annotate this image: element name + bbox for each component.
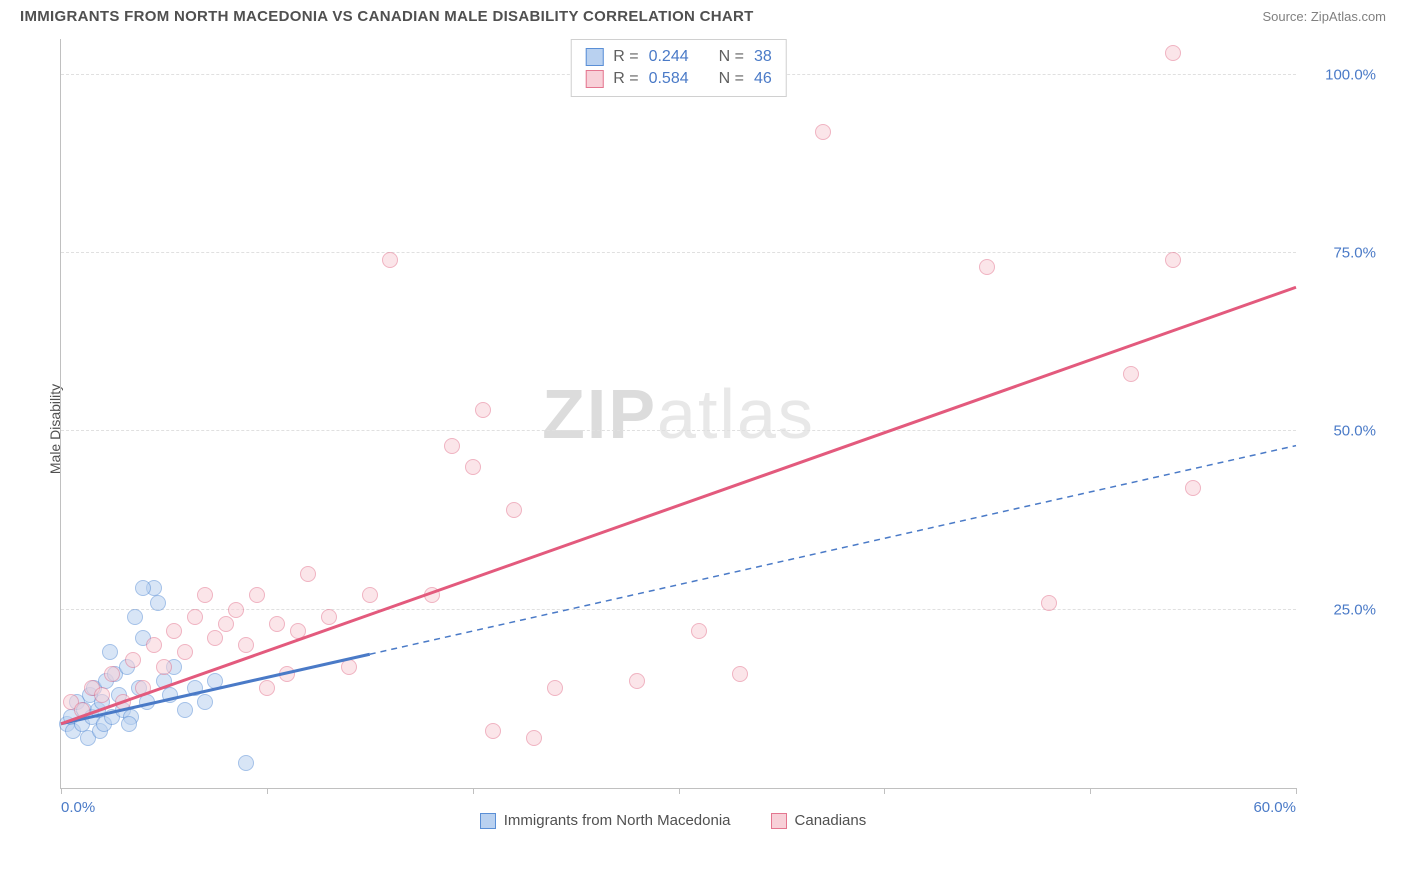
legend-item-pink: Canadians	[771, 812, 867, 829]
correlation-legend: R = 0.244 N = 38 R = 0.584 N = 46	[570, 39, 787, 97]
chart-container: Male Disability ZIPatlas R = 0.244 N = 3…	[50, 29, 1386, 829]
y-tick-label: 50.0%	[1333, 423, 1376, 440]
trend-line	[370, 446, 1296, 655]
legend-swatch-pink	[585, 70, 603, 88]
legend-item-blue: Immigrants from North Macedonia	[480, 812, 731, 829]
r-value-blue: 0.244	[649, 48, 689, 66]
trend-line	[61, 654, 370, 724]
y-tick-label: 100.0%	[1325, 66, 1376, 83]
n-value-blue: 38	[754, 48, 772, 66]
x-tick	[267, 788, 268, 794]
x-tick	[679, 788, 680, 794]
legend-swatch-blue-icon	[480, 813, 496, 829]
plot-area: ZIPatlas R = 0.244 N = 38 R = 0.584 N = …	[60, 39, 1296, 789]
x-tick	[61, 788, 62, 794]
legend-row-pink: R = 0.584 N = 46	[585, 68, 772, 90]
x-tick	[884, 788, 885, 794]
trend-lines-svg	[61, 39, 1296, 788]
y-tick-label: 25.0%	[1333, 601, 1376, 618]
series-legend: Immigrants from North Macedonia Canadian…	[50, 812, 1296, 829]
x-tick	[1090, 788, 1091, 794]
x-tick	[473, 788, 474, 794]
n-label: N =	[719, 70, 744, 88]
legend-swatch-pink-icon	[771, 813, 787, 829]
chart-title: IMMIGRANTS FROM NORTH MACEDONIA VS CANAD…	[20, 8, 754, 25]
source-attribution: Source: ZipAtlas.com	[1262, 9, 1386, 24]
legend-row-blue: R = 0.244 N = 38	[585, 46, 772, 68]
x-tick	[1296, 788, 1297, 794]
n-value-pink: 46	[754, 70, 772, 88]
r-value-pink: 0.584	[649, 70, 689, 88]
r-label: R =	[613, 48, 638, 66]
y-tick-label: 75.0%	[1333, 245, 1376, 262]
trend-line	[61, 287, 1296, 724]
n-label: N =	[719, 48, 744, 66]
r-label: R =	[613, 70, 638, 88]
legend-swatch-blue	[585, 48, 603, 66]
legend-label-blue: Immigrants from North Macedonia	[504, 812, 731, 829]
legend-label-pink: Canadians	[795, 812, 867, 829]
